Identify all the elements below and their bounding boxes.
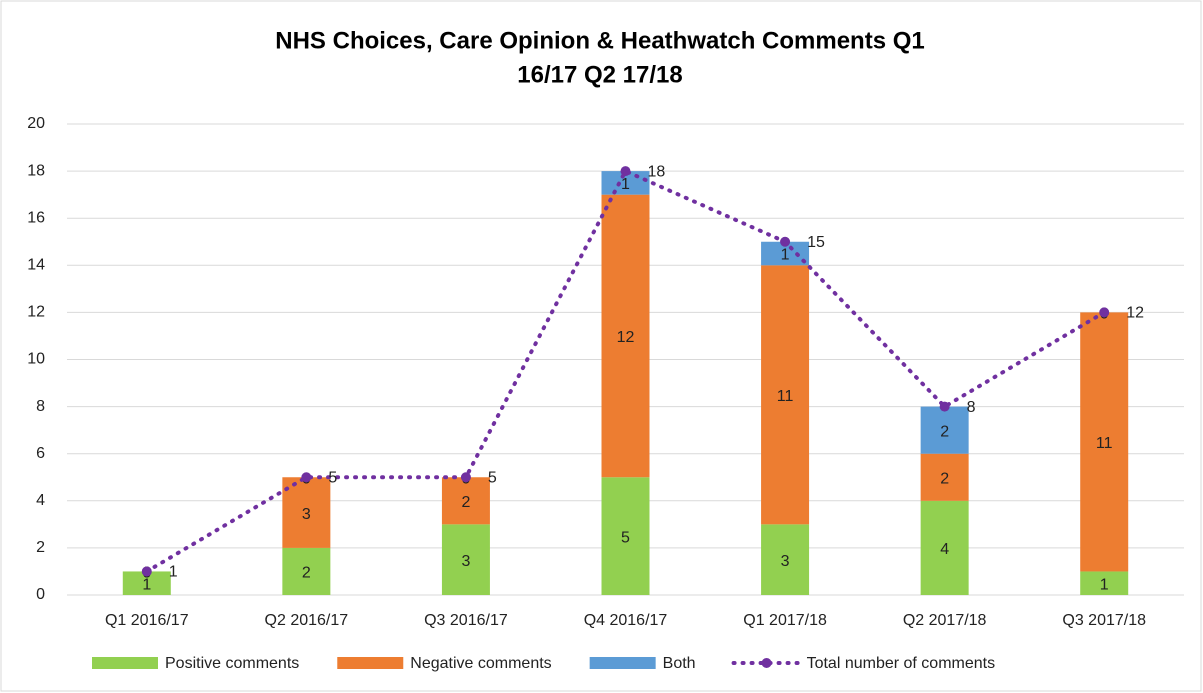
data-label: 11: [1096, 435, 1113, 452]
legend-swatch: [337, 657, 404, 669]
line-marker: [1099, 307, 1110, 318]
data-label: 5: [621, 529, 630, 546]
y-tick-label: 4: [36, 492, 45, 509]
bar-segment: [1080, 312, 1129, 572]
x-tick-label: Q3 2017/18: [1062, 612, 1146, 629]
line-marker: [141, 566, 152, 577]
data-label: 3: [302, 506, 311, 523]
bar-segment: [920, 453, 969, 501]
data-label: 11: [777, 388, 794, 405]
bar-segment: [920, 500, 969, 595]
bar-segment: [441, 477, 490, 525]
x-tick-label: Q1 2017/18: [743, 612, 827, 629]
x-tick-label: Q1 2016/17: [105, 612, 189, 629]
data-label: 8: [967, 399, 976, 416]
data-label: 5: [488, 469, 497, 486]
legend-swatch: [589, 657, 656, 669]
legend-swatch: [761, 658, 772, 668]
y-tick-label: 8: [36, 398, 45, 415]
y-tick-label: 10: [27, 351, 45, 368]
data-label: 1: [142, 576, 151, 593]
data-label: 1: [1100, 576, 1109, 593]
data-label: 2: [940, 423, 949, 440]
line-marker: [460, 472, 471, 483]
data-label: 2: [940, 470, 949, 487]
bar-segment: [122, 571, 171, 595]
x-tick-label: Q2 2016/17: [265, 612, 349, 629]
bar-segment: [761, 524, 810, 595]
data-label: 15: [807, 234, 825, 251]
data-label: 3: [781, 553, 790, 570]
line-marker: [620, 166, 631, 177]
bar-segment: [761, 241, 810, 266]
y-tick-label: 0: [36, 586, 45, 603]
data-label: 5: [328, 469, 337, 486]
x-tick-label: Q3 2016/17: [424, 612, 508, 629]
y-tick-label: 18: [27, 162, 45, 179]
y-tick-label: 12: [27, 304, 45, 321]
bar-segment: [920, 406, 969, 454]
bar-segment: [761, 265, 810, 525]
y-tick-label: 2: [36, 539, 45, 556]
legend-label: Negative comments: [410, 655, 551, 672]
data-label: 1: [169, 564, 178, 581]
bar-segment: [601, 477, 650, 595]
data-label: 18: [648, 163, 666, 180]
bar-segment: [1080, 571, 1129, 595]
bar-segment: [441, 524, 490, 595]
data-label: 3: [461, 553, 470, 570]
line-marker: [780, 236, 791, 247]
data-label: 2: [461, 494, 470, 511]
data-label: 2: [302, 565, 311, 582]
legend-label: Total number of comments: [807, 655, 996, 672]
line-marker: [939, 401, 950, 412]
x-tick-label: Q4 2016/17: [584, 612, 668, 629]
data-label: 1: [781, 247, 790, 264]
y-tick-label: 14: [27, 257, 45, 274]
legend-swatch: [92, 657, 158, 669]
bar-segment: [282, 547, 331, 595]
y-tick-label: 16: [27, 209, 45, 226]
legend-label: Positive comments: [165, 655, 299, 672]
x-tick-label: Q2 2017/18: [903, 612, 987, 629]
chart-title: NHS Choices, Care Opinion & Heathwatch C…: [275, 27, 924, 54]
y-tick-label: 6: [36, 445, 45, 462]
bar-segment: [601, 194, 650, 478]
chart-title: 16/17 Q2 17/18: [517, 61, 682, 88]
data-label: 12: [1126, 305, 1144, 322]
bar-segment: [282, 477, 331, 548]
y-tick-label: 20: [27, 115, 45, 132]
data-label: 4: [940, 541, 949, 558]
data-label: 12: [617, 329, 635, 346]
data-label: 1: [621, 176, 630, 193]
line-marker: [301, 472, 312, 483]
legend-label: Both: [663, 655, 696, 672]
